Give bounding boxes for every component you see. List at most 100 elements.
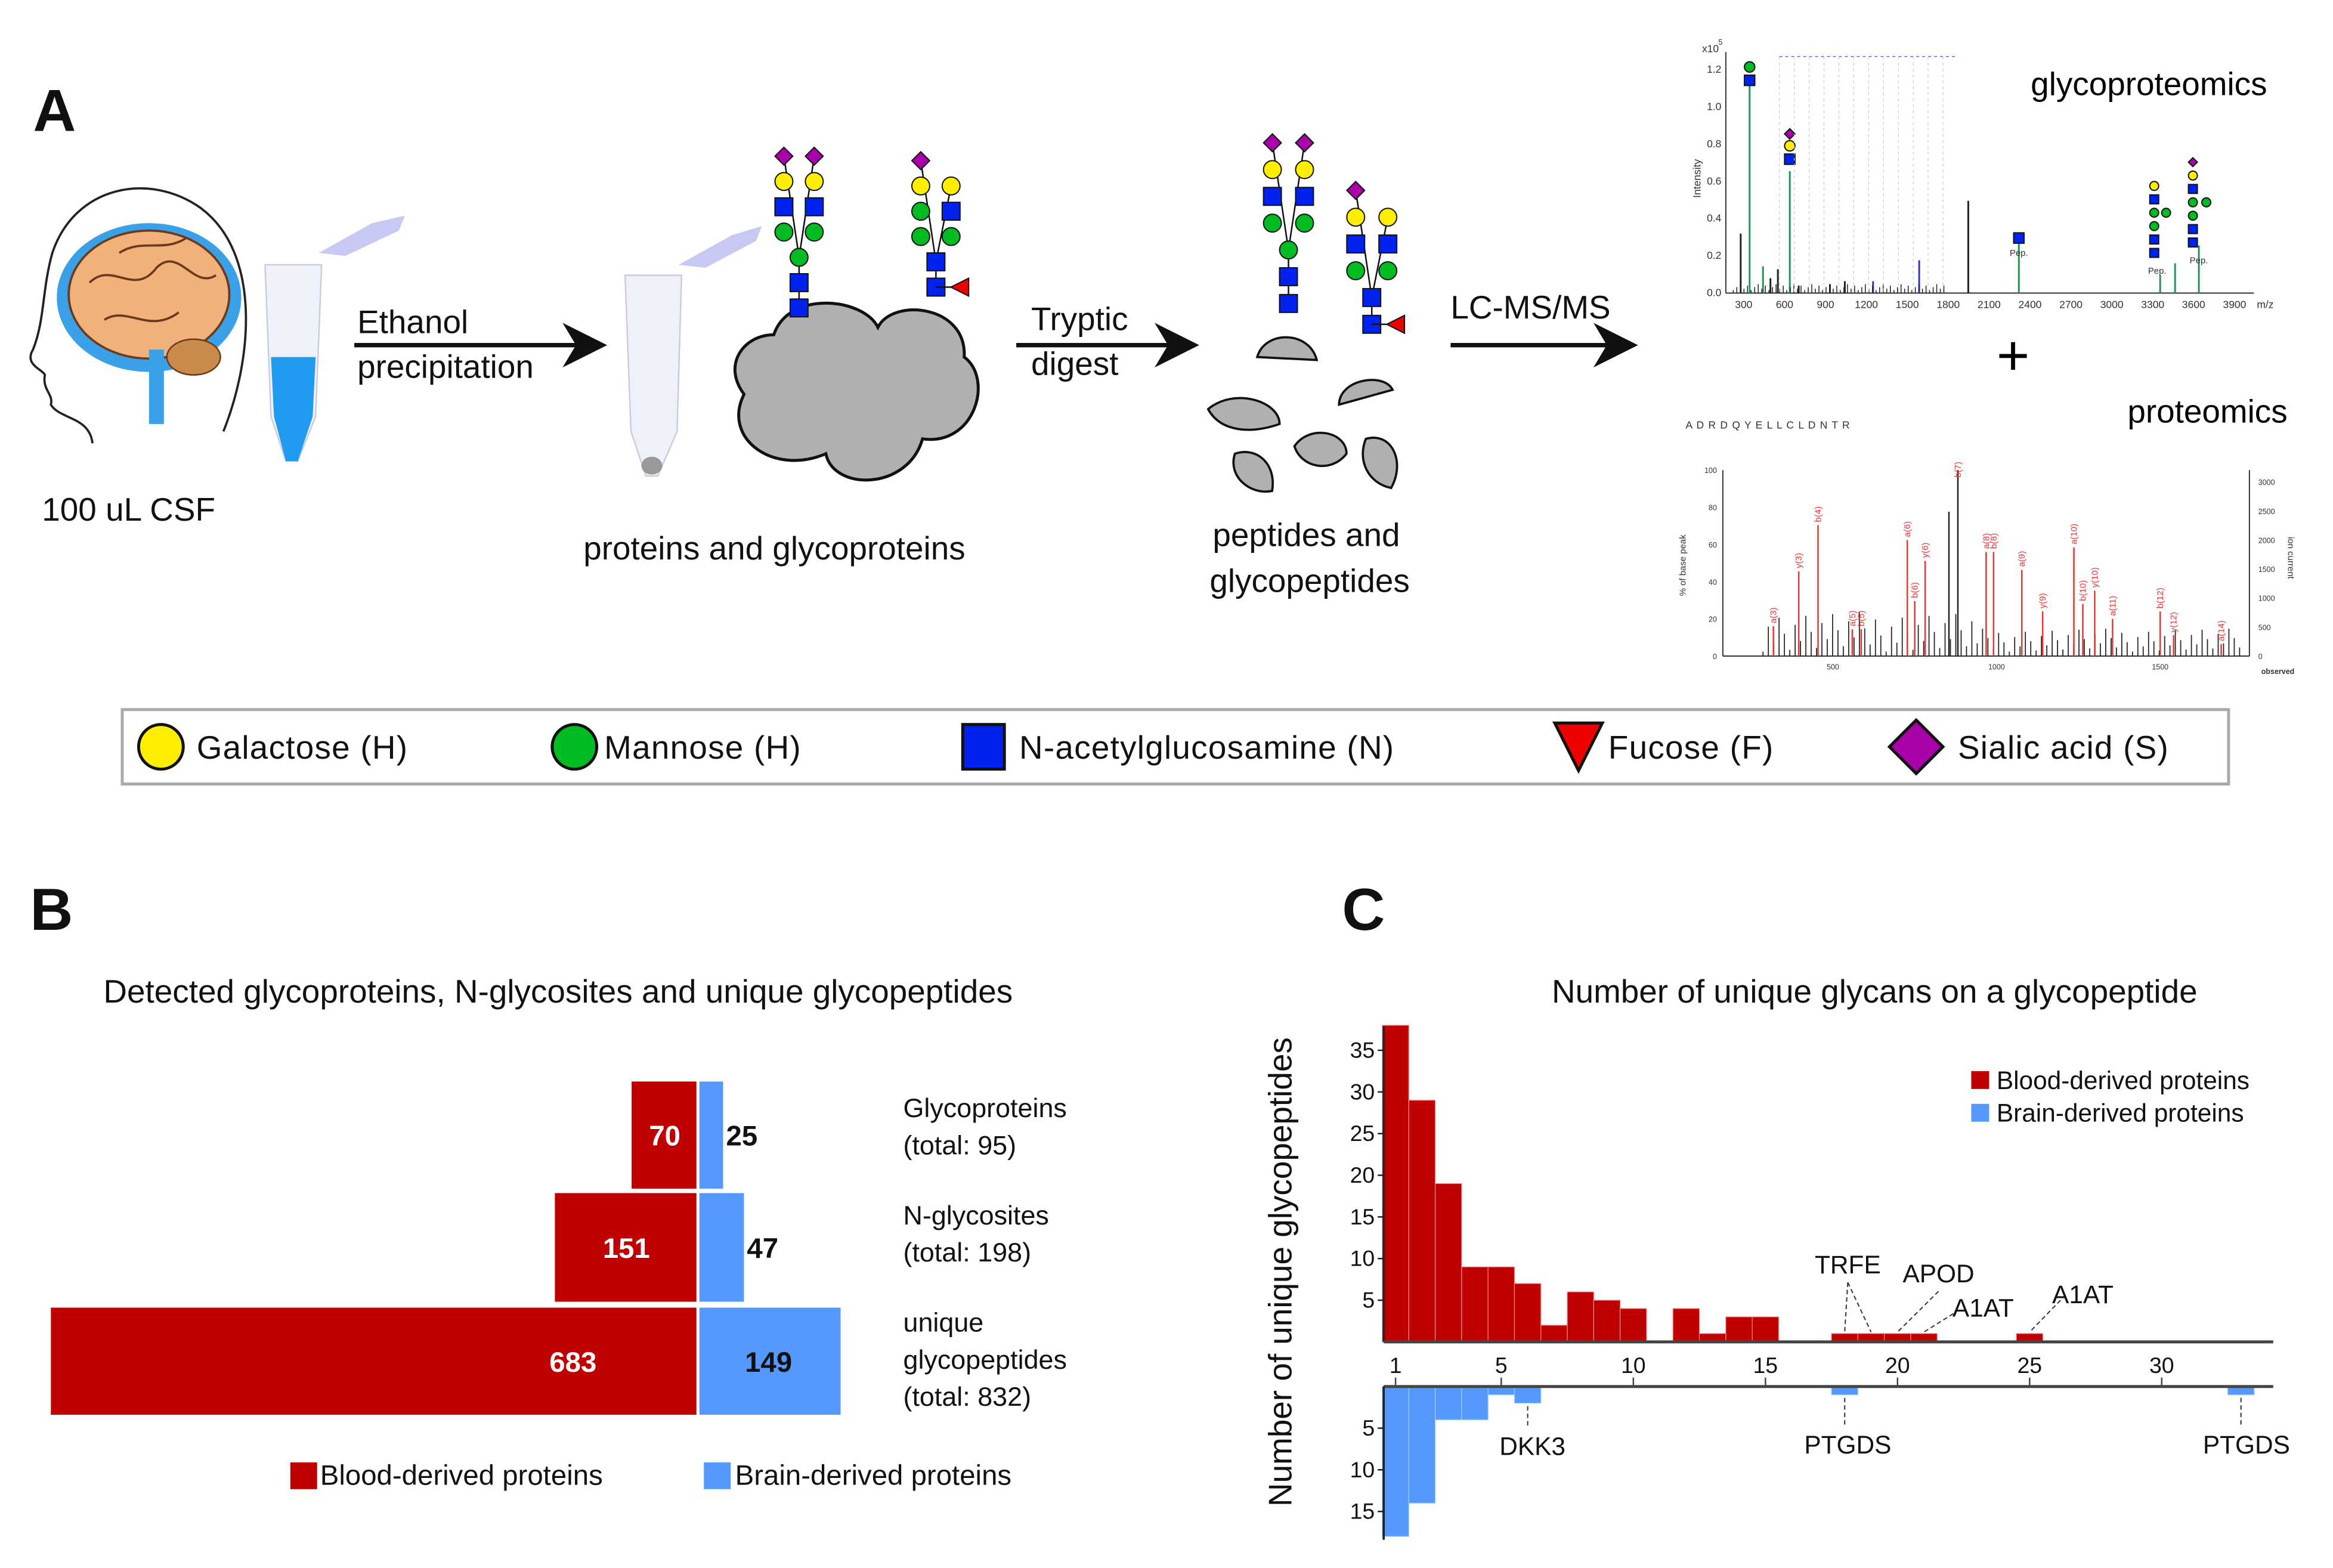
y2-tick-label: 3000 [2258, 478, 2275, 487]
y2-tick-label: 2000 [2258, 536, 2275, 545]
sialic-acid-icon [1887, 717, 1945, 776]
annotation-label: PTGDS [1804, 1431, 1891, 1459]
sialic-acid-icon [1345, 180, 1366, 200]
n-acetylglucosamine-icon [789, 273, 809, 292]
peak-label: b(12) [2155, 587, 2165, 608]
blood-bar [1514, 1283, 1542, 1343]
legend-label-blood: Blood-derived proteins [320, 1459, 603, 1491]
blood-bar [1487, 1266, 1515, 1343]
category-label: N-glycosites [904, 1200, 1049, 1230]
peptide-sequence: A D R D Q Y E L L C L D N T R [1686, 419, 1851, 431]
y-tick-label: 35 [1350, 1037, 1375, 1062]
y-tick-label: 15 [1350, 1204, 1375, 1229]
y-tick-label: 60 [1709, 541, 1717, 549]
galactose-icon [1346, 208, 1366, 227]
blood-bar [1593, 1300, 1621, 1343]
galactose-icon [2149, 181, 2159, 191]
glycan-legend-box [120, 708, 2230, 785]
mannose-icon [1263, 214, 1282, 233]
fucose-icon [1385, 314, 1406, 335]
mannose-icon [1378, 261, 1398, 280]
legend-swatch-blood [1971, 1071, 1989, 1089]
galactose-icon [941, 176, 961, 196]
peak-label: b(5) [1857, 610, 1867, 626]
blood-bar [1461, 1266, 1489, 1343]
mannose-icon [1279, 240, 1298, 260]
blood-bar [1725, 1316, 1753, 1343]
mannose-icon [2187, 197, 2198, 208]
panel-c: C Number of unique glycans on a glycopep… [1262, 877, 2290, 1540]
x-tick-label: 2700 [2059, 298, 2083, 310]
legend-label: Mannose (H) [604, 729, 802, 766]
y-tick-label: 0.6 [1707, 175, 1721, 187]
x-tick-label: 1800 [1936, 298, 1960, 310]
annotation-label: APOD [1902, 1260, 1974, 1288]
glycan-bond [935, 185, 952, 262]
mannose-icon [2161, 208, 2171, 218]
legend-label: Galactose (H) [197, 729, 409, 766]
step2-line1: Tryptic [1031, 301, 1128, 338]
peak-label: y(6) [1920, 543, 1930, 558]
y-tick-label: 0.2 [1707, 249, 1721, 261]
peak-label: b(10) [2078, 580, 2088, 601]
sialic-acid-icon [2187, 156, 2198, 168]
n-acetylglucosamine-icon [1279, 293, 1298, 313]
mannose-icon [1744, 61, 1756, 73]
n-acetylglucosamine-icon [1346, 234, 1366, 254]
y-tick-label: 0 [1713, 652, 1717, 661]
peptide-fragments-icon [1206, 336, 1398, 493]
n-acetylglucosamine-icon [1295, 187, 1314, 206]
peak-label: a(3) [1769, 608, 1779, 624]
n-acetylglucosamine-icon [2149, 248, 2159, 258]
glycoproteomics-title: glycoproteomics [2031, 66, 2267, 103]
pep-label: Pep. [2010, 248, 2028, 258]
n-acetylglucosamine-icon [2013, 232, 2025, 244]
galactose-icon [2187, 170, 2198, 181]
legend-label-brain: Brain-derived proteins [735, 1459, 1011, 1491]
legend-label-blood: Blood-derived proteins [1997, 1066, 2250, 1094]
proteomics-title: proteomics [2127, 392, 2287, 429]
mannose-icon [774, 222, 794, 242]
n-acetylglucosamine-icon [1744, 74, 1756, 86]
brain-bar [699, 1193, 744, 1302]
x-tick-label: 1000 [1988, 663, 2005, 671]
pep-label: Pep. [2190, 255, 2208, 265]
legend-label-brain: Brain-derived proteins [1997, 1099, 2244, 1127]
peptides-label-line2: glycopeptides [1209, 562, 1409, 599]
pep-label: Pep. [2148, 266, 2167, 276]
x-tick-label: 1200 [1855, 298, 1878, 310]
n-acetylglucosamine-icon [941, 202, 961, 221]
annotation-label: PTGDS [2203, 1431, 2290, 1459]
peak-label: b(7) [1953, 462, 1963, 478]
mannose-icon [911, 227, 930, 246]
mannose-icon [2201, 197, 2212, 208]
n-acetylglucosamine-icon [2149, 194, 2159, 205]
csf-label: 100 uL CSF [42, 491, 215, 528]
legend-swatch-brain [704, 1462, 731, 1489]
n-acetylglucosamine-icon [1784, 153, 1796, 165]
x-tick-label: 20 [1885, 1353, 1910, 1378]
n-acetylglucosamine-icon [2187, 224, 2198, 234]
y-tick-label: 30 [1350, 1079, 1375, 1104]
blood-value-label: 151 [603, 1233, 650, 1264]
fucose-icon [1552, 721, 1605, 774]
y-tick-label: 5 [1362, 1287, 1375, 1312]
blood-bar [555, 1193, 697, 1302]
peak-label: a(6) [1902, 521, 1913, 537]
y2-tick-label: 500 [2258, 623, 2271, 632]
y-tick-label: 0.0 [1707, 286, 1722, 298]
y-exponent: x10 [1702, 42, 1719, 54]
legend-label: Sialic acid (S) [1958, 729, 2169, 766]
panel-b: B Detected glycoproteins, N-glycosites a… [30, 877, 1067, 1491]
n-acetylglucosamine-icon [2187, 184, 2198, 194]
panel-a-letter: A [33, 78, 76, 144]
panel-b-title: Detected glycoproteins, N-glycosites and… [103, 973, 1013, 1010]
y-tick-label: 1.0 [1707, 101, 1722, 113]
x-tick-label: 30 [2149, 1353, 2174, 1378]
sialic-acid-icon [1295, 133, 1314, 153]
sialic-acid-icon [774, 146, 794, 166]
galactose-icon [911, 176, 930, 196]
galactose-icon [1378, 208, 1398, 227]
annotation-leader [1923, 1313, 1954, 1333]
y-tick-label: 5 [1362, 1415, 1375, 1440]
